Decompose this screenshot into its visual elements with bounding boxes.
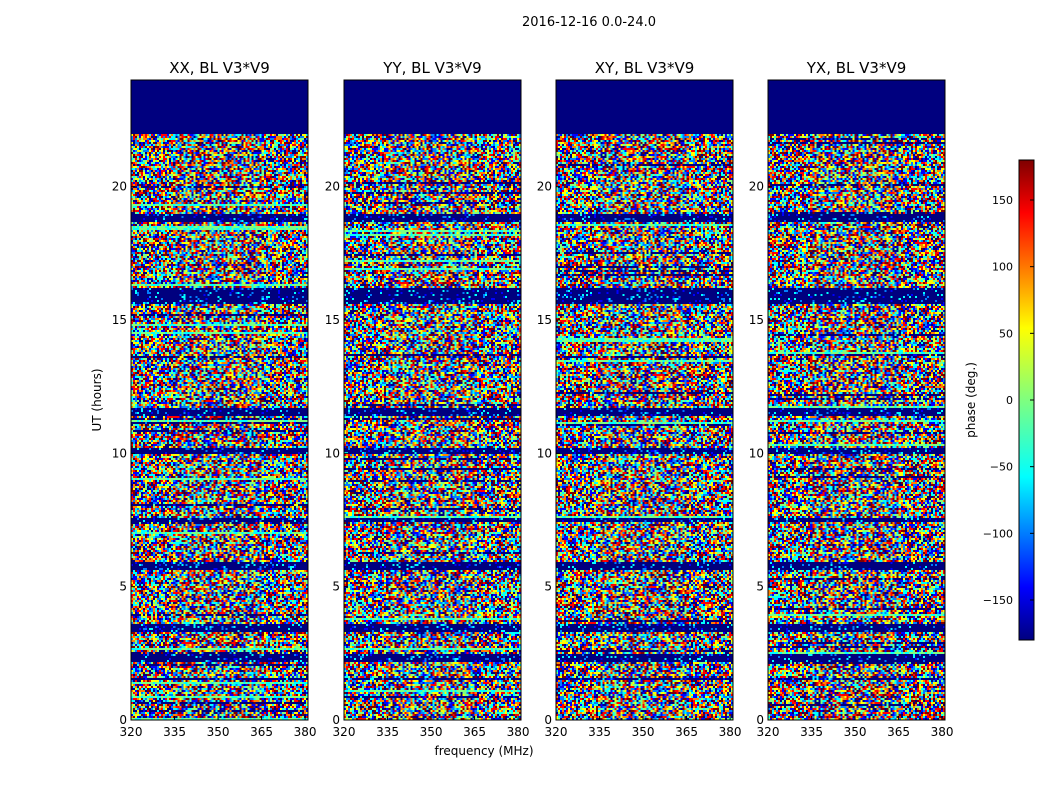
x-tick-label: 335 — [800, 725, 823, 739]
y-tick-label: 15 — [537, 313, 552, 327]
panel-frame — [343, 79, 522, 721]
y-tick-label: 0 — [756, 713, 764, 727]
y-tick-label: 0 — [544, 713, 552, 727]
heatmap-raster — [556, 80, 733, 720]
y-tick-label: 10 — [112, 446, 127, 460]
y-tick-label: 10 — [749, 446, 764, 460]
panel-frame — [767, 79, 946, 721]
x-tick-label: 365 — [887, 725, 910, 739]
x-tick-label: 350 — [844, 725, 867, 739]
x-tick-label: 380 — [294, 725, 317, 739]
panel-xx: XX, BL V3*V9 320 335 350 365 380 0 5 10 15 20 — [112, 59, 317, 739]
x-tick-label: 380 — [507, 725, 530, 739]
panel-title: XX, BL V3*V9 — [169, 59, 270, 77]
x-tick-label: 380 — [719, 725, 742, 739]
y-tick-label: 15 — [749, 313, 764, 327]
x-tick-label: 335 — [588, 725, 611, 739]
y-tick-label: 10 — [325, 446, 340, 460]
panel-yx: YX, BL V3*V9 320 335 350 365 380 0 5 10 15 20 — [749, 59, 954, 739]
x-tick-label: 335 — [376, 725, 399, 739]
figure-title: 2016-12-16 0.0-24.0 — [522, 15, 656, 30]
heatmap-raster — [344, 80, 521, 720]
y-tick-label: 20 — [749, 180, 764, 194]
x-axis-label: frequency (MHz) — [434, 744, 533, 758]
y-axis-label: UT (hours) — [90, 368, 104, 431]
y-tick-label: 5 — [544, 580, 552, 594]
y-tick-label: 15 — [325, 313, 340, 327]
x-tick-label: 350 — [632, 725, 655, 739]
x-tick-label: 380 — [931, 725, 954, 739]
x-tick-label: 320 — [333, 725, 356, 739]
colorbar-tick-label: 100 — [992, 261, 1013, 274]
x-tick-label: 335 — [163, 725, 186, 739]
heatmap-raster — [131, 80, 308, 720]
panel-frame — [555, 79, 734, 721]
y-tick-label: 5 — [332, 580, 340, 594]
panel-xy: XY, BL V3*V9 320 335 350 365 380 0 5 10 15 20 — [537, 59, 742, 739]
x-tick-label: 320 — [757, 725, 780, 739]
y-tick-label: 0 — [332, 713, 340, 727]
y-tick-label: 5 — [119, 580, 127, 594]
x-tick-label: 365 — [463, 725, 486, 739]
colorbar-tick-label: 150 — [992, 194, 1013, 207]
panel-title: YY, BL V3*V9 — [382, 59, 481, 77]
panel-title: YX, BL V3*V9 — [806, 59, 907, 77]
y-tick-label: 5 — [756, 580, 764, 594]
colorbar-tick-label: −150 — [983, 594, 1013, 607]
heatmap-raster — [768, 80, 945, 720]
colorbar-tick-label: 0 — [1006, 394, 1013, 407]
x-tick-label: 365 — [250, 725, 273, 739]
x-tick-label: 365 — [675, 725, 698, 739]
panel-title: XY, BL V3*V9 — [595, 59, 695, 77]
x-tick-label: 320 — [545, 725, 568, 739]
colorbar-tick-label: −100 — [983, 527, 1013, 540]
y-tick-label: 10 — [537, 446, 552, 460]
y-tick-label: 20 — [537, 180, 552, 194]
panel-yy: YY, BL V3*V9 320 335 350 365 380 0 5 10 15 20 — [325, 59, 530, 739]
colorbar-label: phase (deg.) — [964, 362, 978, 438]
colorbar-tick-label: −50 — [990, 461, 1013, 474]
y-tick-label: 15 — [112, 313, 127, 327]
colorbar: phase (deg.) 150 100 50 0 −50 −100 −150 — [964, 159, 1035, 641]
x-tick-label: 320 — [120, 725, 143, 739]
y-tick-label: 20 — [325, 180, 340, 194]
x-tick-label: 350 — [420, 725, 443, 739]
y-tick-label: 0 — [119, 713, 127, 727]
x-tick-label: 350 — [207, 725, 230, 739]
colorbar-tick-label: 50 — [999, 327, 1013, 340]
y-tick-label: 20 — [112, 180, 127, 194]
panel-frame — [130, 79, 309, 721]
